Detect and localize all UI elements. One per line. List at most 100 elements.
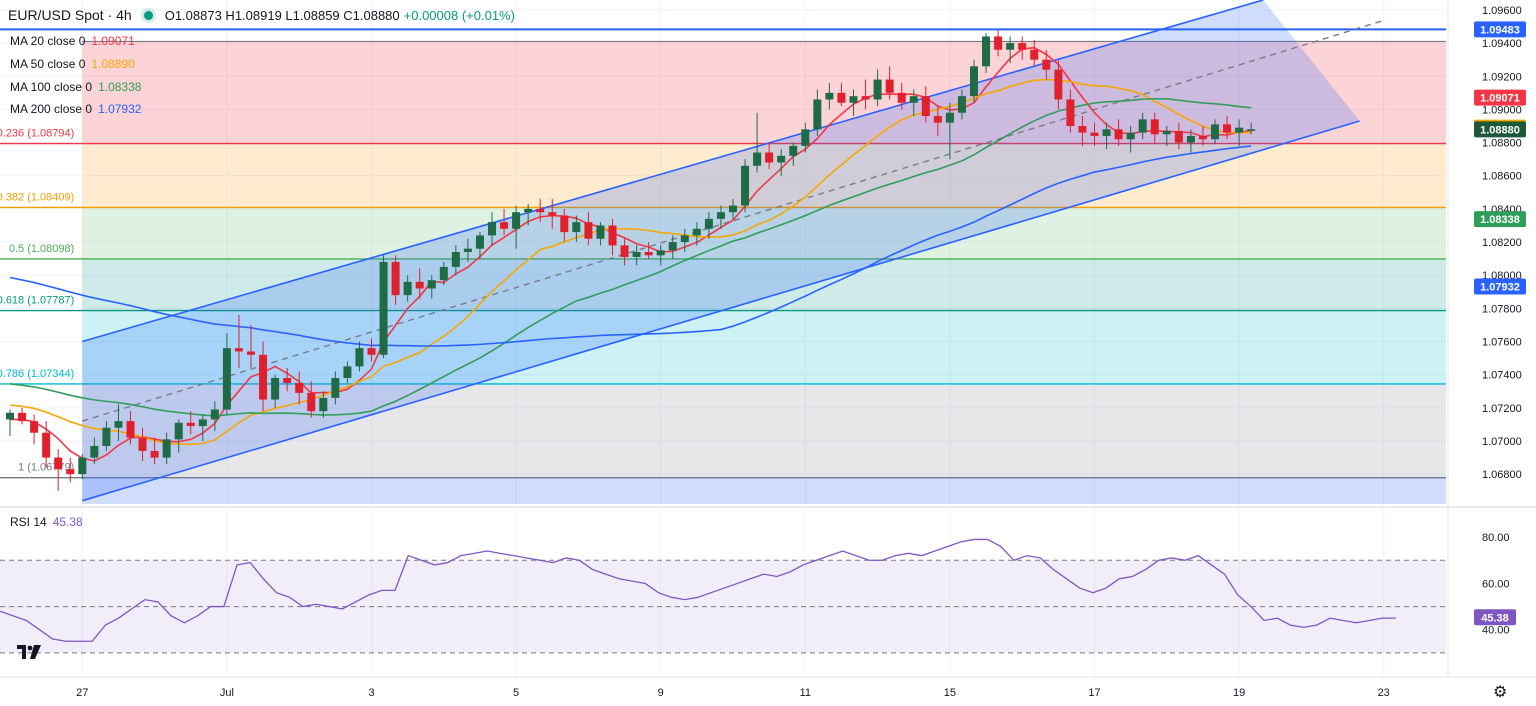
candle-body bbox=[138, 437, 147, 451]
candle-body bbox=[174, 422, 183, 440]
market-status-dot bbox=[143, 10, 153, 20]
price-tick-label: 1.07200 bbox=[1482, 403, 1522, 415]
ma-legend-100[interactable]: MA 100 close 0 1.08338 bbox=[10, 80, 142, 94]
fib-zone bbox=[82, 310, 1446, 384]
candle-body bbox=[90, 445, 99, 458]
price-axis-badge-text: 1.09483 bbox=[1480, 24, 1520, 36]
price-tick-label: 1.09400 bbox=[1482, 38, 1522, 50]
candle-body bbox=[271, 378, 280, 400]
channel-fill bbox=[82, 0, 1360, 501]
tradingview-logo-icon bbox=[17, 645, 41, 659]
candle-body bbox=[283, 378, 292, 383]
fib-label: 0.382 (1.08409) bbox=[0, 191, 74, 203]
rsi-tick-label: 60.00 bbox=[1482, 578, 1510, 590]
candle-body bbox=[198, 419, 207, 427]
candle-body bbox=[1174, 130, 1183, 143]
price-tick-label: 1.09200 bbox=[1482, 71, 1522, 83]
price-axis-badge-text: 1.08338 bbox=[1480, 214, 1520, 226]
candle-body bbox=[1114, 129, 1123, 140]
candle-body bbox=[78, 457, 87, 475]
candle-body bbox=[692, 228, 701, 236]
symbol-title[interactable]: EUR/USD Spot · 4h bbox=[8, 7, 132, 23]
rsi-axis-badge-text: 45.38 bbox=[1481, 612, 1509, 624]
candle-body bbox=[1078, 126, 1087, 133]
price-tick-label: 1.07800 bbox=[1482, 303, 1522, 315]
channel-upper-line bbox=[82, 0, 1264, 343]
candle-body bbox=[837, 92, 846, 103]
candle-body bbox=[753, 152, 762, 166]
time-tick-label: 3 bbox=[368, 687, 374, 699]
ma-legend-20[interactable]: MA 20 close 0 1.09071 bbox=[10, 34, 135, 48]
candle-body bbox=[1090, 132, 1099, 136]
candle-body bbox=[1186, 135, 1195, 143]
candle-body bbox=[620, 245, 629, 257]
candle-body bbox=[451, 252, 460, 267]
candle-body bbox=[222, 348, 231, 410]
ohlc-readout: O1.08873 H1.08919 L1.08859 C1.08880 bbox=[164, 7, 400, 23]
candle-body bbox=[355, 348, 364, 367]
candle-body bbox=[488, 222, 496, 236]
candle-body bbox=[741, 165, 750, 206]
candle-body bbox=[1223, 124, 1232, 133]
rsi-tick-label: 80.00 bbox=[1482, 532, 1510, 544]
candle-body bbox=[982, 36, 991, 67]
time-tick-label: 9 bbox=[658, 687, 664, 699]
price-tick-label: 1.08200 bbox=[1482, 237, 1522, 249]
candle-body bbox=[500, 222, 509, 229]
rsi-legend[interactable]: RSI 14 45.38 bbox=[10, 515, 83, 529]
price-axis-badge-text: 1.07932 bbox=[1480, 281, 1520, 293]
candle-body bbox=[1018, 43, 1027, 50]
candle-body bbox=[54, 457, 63, 470]
candle-body bbox=[909, 96, 918, 103]
candle-body bbox=[789, 145, 798, 156]
candle-body bbox=[668, 242, 677, 251]
fib-zone bbox=[82, 258, 1446, 311]
channel-lower-line bbox=[82, 120, 1360, 502]
time-tick-label: Jul bbox=[220, 687, 234, 699]
candle-body bbox=[957, 96, 966, 113]
candle-body bbox=[319, 397, 328, 412]
ma-legend-200[interactable]: MA 200 close 0 1.07932 bbox=[10, 102, 142, 116]
candle-body bbox=[933, 116, 942, 123]
ma-legend-50[interactable]: MA 50 close 0 1.08890 bbox=[10, 57, 135, 71]
time-tick-label: 5 bbox=[513, 687, 519, 699]
candle-body bbox=[994, 36, 1003, 50]
candle-body bbox=[632, 252, 641, 257]
candle-body bbox=[716, 212, 725, 219]
gear-icon[interactable]: ⚙ bbox=[1493, 684, 1508, 701]
candle-body bbox=[801, 129, 810, 146]
candle-body bbox=[765, 152, 774, 163]
candle-body bbox=[1042, 59, 1051, 70]
candle-body bbox=[162, 439, 171, 458]
candle-body bbox=[1247, 129, 1256, 131]
candle-body bbox=[548, 212, 557, 216]
price-axis-badge bbox=[1474, 121, 1526, 138]
candle-body bbox=[102, 427, 111, 446]
candle-body bbox=[367, 348, 376, 355]
candle-body bbox=[921, 96, 930, 117]
candle-body bbox=[1006, 43, 1015, 50]
price-tick-label: 1.09000 bbox=[1482, 104, 1522, 116]
candle-body bbox=[343, 366, 352, 378]
candle-body bbox=[1162, 130, 1171, 135]
candle-body bbox=[234, 348, 243, 352]
candle-body bbox=[210, 409, 219, 420]
candle-body bbox=[1126, 132, 1135, 140]
fib-zone bbox=[82, 143, 1446, 208]
price-tick-label: 1.08600 bbox=[1482, 171, 1522, 183]
fib-label: 0.618 (1.07787) bbox=[0, 295, 74, 307]
candle-body bbox=[66, 469, 75, 475]
change-readout: +0.00008 (+0.01%) bbox=[403, 7, 515, 23]
time-tick-label: 11 bbox=[800, 687, 811, 699]
candle-body bbox=[680, 235, 689, 243]
time-tick-label: 23 bbox=[1378, 687, 1390, 699]
candle-body bbox=[945, 112, 954, 123]
candle-body bbox=[536, 208, 545, 213]
candle-body bbox=[584, 222, 593, 239]
time-tick-label: 17 bbox=[1088, 687, 1100, 699]
price-tick-label: 1.08800 bbox=[1482, 138, 1522, 150]
candle-body bbox=[259, 354, 268, 400]
candle-body bbox=[704, 218, 713, 229]
candle-body bbox=[150, 450, 159, 458]
